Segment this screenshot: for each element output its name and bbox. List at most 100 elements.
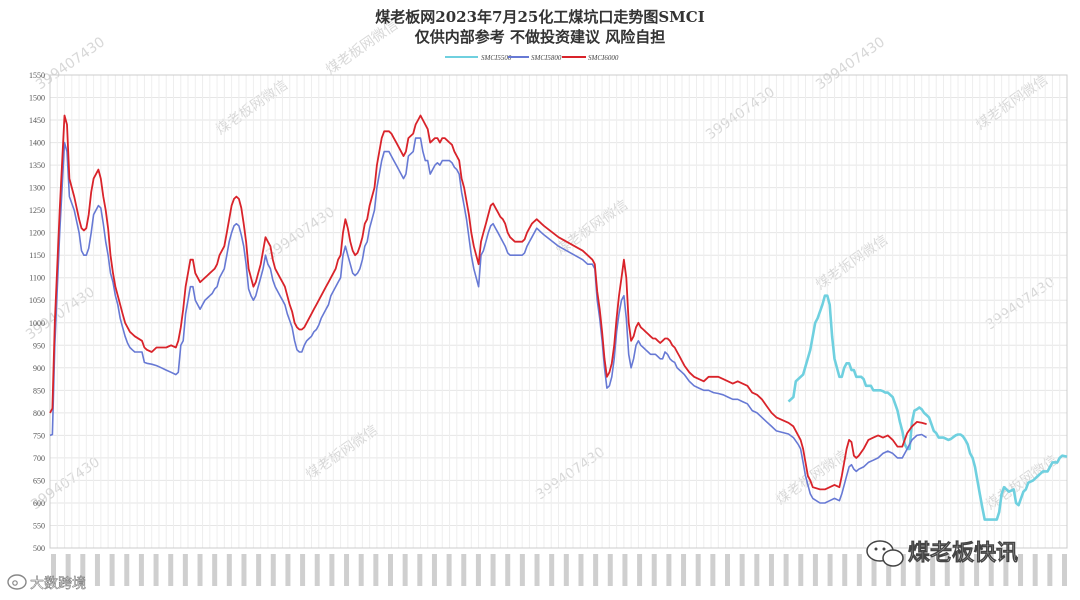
x-tick-label <box>138 554 144 586</box>
x-tick-label <box>710 554 716 586</box>
chart-subtitle: 仅供内部参考 不做投资建议 风险自担 <box>414 28 665 46</box>
x-tick-label <box>358 554 364 586</box>
watermark-text: 399407430 <box>813 34 888 93</box>
x-tick-label <box>402 554 408 586</box>
x-tick-label <box>431 554 437 586</box>
x-tick-label <box>549 554 555 586</box>
x-tick-label <box>446 554 452 586</box>
x-tick-label <box>915 554 921 586</box>
y-tick-label: 750 <box>33 431 45 440</box>
x-tick-label <box>168 554 174 586</box>
x-tick-label <box>109 554 115 586</box>
x-tick-label <box>94 554 100 586</box>
y-tick-label: 1350 <box>29 161 45 170</box>
x-tick-label <box>1062 554 1067 586</box>
x-tick-label <box>256 554 262 586</box>
x-tick-label <box>80 554 86 586</box>
x-tick-label <box>812 554 818 586</box>
x-tick-label <box>988 554 994 586</box>
x-tick-label <box>754 554 760 586</box>
x-tick-label <box>300 554 306 586</box>
x-tick-label <box>212 554 218 586</box>
x-tick-label <box>270 554 276 586</box>
x-tick-label <box>725 554 730 586</box>
x-tick-label <box>51 554 56 586</box>
x-tick-label <box>153 554 159 586</box>
x-tick-label <box>241 554 247 586</box>
weibo-icon <box>7 574 27 590</box>
watermark-text: 煤老板网微信 <box>813 232 891 293</box>
brand-logo-text: 煤老板快讯 <box>908 540 1018 566</box>
brand-block: 煤老板快讯 <box>866 540 1018 567</box>
legend: SMCI5500 SMCI5800 SMCI6000 <box>445 54 619 62</box>
y-tick-label: 600 <box>33 499 45 508</box>
x-tick-label <box>974 554 980 586</box>
wechat-bubble-icon <box>866 540 904 567</box>
y-tick-label: 1050 <box>29 296 45 305</box>
y-tick-label: 1250 <box>29 206 45 215</box>
x-tick-label <box>856 554 862 586</box>
x-tick-label <box>666 554 672 586</box>
x-tick-label <box>1018 554 1024 586</box>
x-tick-label <box>768 554 774 586</box>
x-tick-label <box>578 554 584 586</box>
watermark-text: 399407430 <box>33 34 108 93</box>
corner-block: 大数跨境 <box>7 574 86 592</box>
corner-brand-text: 大数跨境 <box>30 576 86 592</box>
watermark-text: 煤老板网微信 <box>323 17 401 78</box>
x-tick-label <box>827 554 833 586</box>
plot-frame <box>49 74 1068 549</box>
legend-label-smci5800: SMCI5800 <box>531 54 562 62</box>
y-tick-label: 1150 <box>29 251 45 260</box>
x-tick-label <box>182 554 188 586</box>
x-tick-label <box>622 554 628 586</box>
x-tick-label <box>373 554 379 586</box>
series-layer <box>49 114 1068 521</box>
x-tick-label <box>1003 554 1009 586</box>
x-tick-label <box>959 554 965 586</box>
y-tick-label: 1550 <box>29 71 45 80</box>
x-tick-label <box>739 554 745 586</box>
y-tick-label: 1450 <box>29 116 45 125</box>
series-line-smci5800 <box>49 137 928 504</box>
series-line-smci6000 <box>49 114 927 491</box>
x-tick-label <box>417 554 423 586</box>
y-tick-label: 700 <box>33 454 45 463</box>
x-tick-label <box>388 554 393 586</box>
watermark-text: 399407430 <box>263 204 338 263</box>
x-tick-label <box>798 554 804 586</box>
x-tick-label <box>197 554 203 586</box>
y-tick-label: 950 <box>33 341 45 350</box>
x-tick-label <box>124 554 130 586</box>
x-tick-label <box>930 554 936 586</box>
x-tick-label <box>285 554 291 586</box>
grid <box>49 74 1068 549</box>
x-tick-label <box>637 554 643 586</box>
x-tick-label <box>871 554 877 586</box>
y-tick-label: 850 <box>33 386 45 395</box>
y-tick-label: 1400 <box>29 139 45 148</box>
x-tick-label <box>783 554 789 586</box>
x-tick-label <box>65 554 71 586</box>
y-tick-label: 550 <box>33 521 45 530</box>
x-tick-label <box>475 554 481 586</box>
y-tick-label: 1500 <box>29 94 45 103</box>
x-tick-label <box>1047 554 1053 586</box>
x-tick-label <box>461 554 467 586</box>
y-tick-label: 800 <box>33 409 45 418</box>
x-tick-label <box>505 554 511 586</box>
x-tick-label <box>593 554 599 586</box>
x-tick-label <box>490 554 496 586</box>
legend-label-smci5500: SMCI5500 <box>481 54 512 62</box>
y-tick-label: 900 <box>33 364 45 373</box>
x-tick-label <box>563 554 569 586</box>
y-tick-label: 1200 <box>29 229 45 238</box>
watermark-text: 煤老板网微信 <box>973 72 1051 133</box>
x-axis <box>51 554 1067 586</box>
x-tick-label <box>651 554 657 586</box>
y-tick-label: 1100 <box>29 274 45 283</box>
x-tick-label <box>607 554 613 586</box>
x-tick-label <box>329 554 335 586</box>
x-tick-label <box>519 554 525 586</box>
